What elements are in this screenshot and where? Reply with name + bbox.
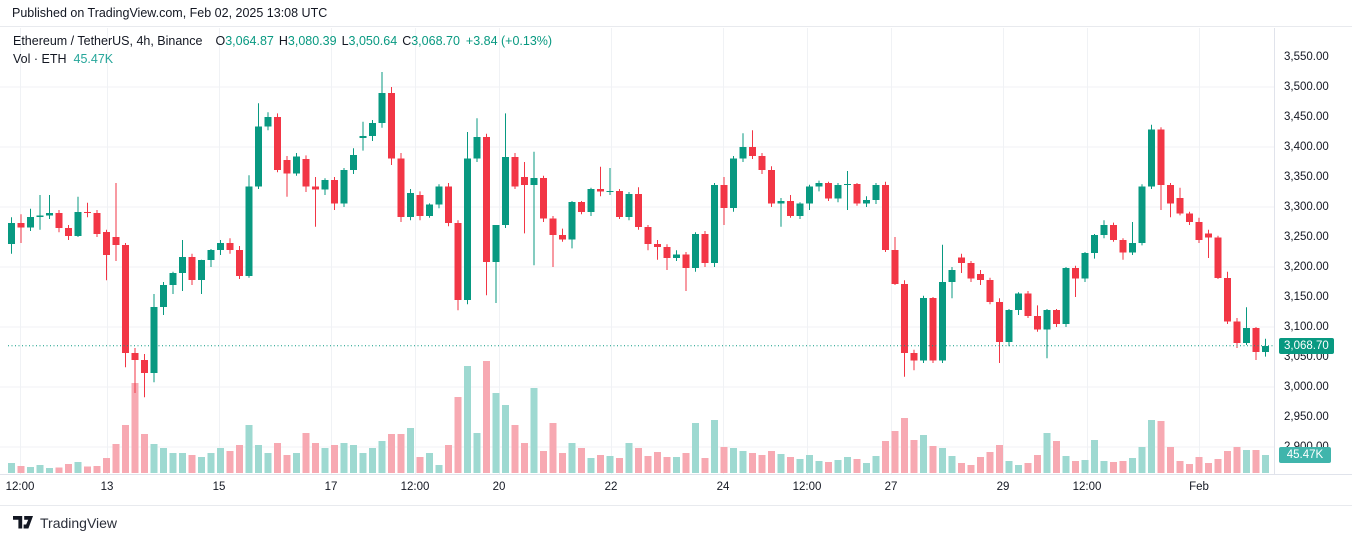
price-tick-label: 3,100.00 <box>1284 321 1329 333</box>
high-value: 3,080.39 <box>287 34 337 48</box>
price-tick-label: 3,200.00 <box>1284 261 1329 273</box>
price-tick-label: 3,050.00 <box>1284 351 1329 363</box>
published-banner: Published on TradingView.com, Feb 02, 20… <box>0 0 1352 27</box>
low-label: L <box>341 34 349 48</box>
time-tick-label: 27 <box>884 481 898 493</box>
price-tick-label: 3,400.00 <box>1284 141 1329 153</box>
price-tick-label: 3,500.00 <box>1284 81 1329 93</box>
time-tick-label: 20 <box>492 481 506 493</box>
price-tick-label: 3,150.00 <box>1284 291 1329 303</box>
time-tick-label: 12:00 <box>400 481 430 493</box>
low-value: 3,050.64 <box>348 34 398 48</box>
time-tick-label: 17 <box>324 481 338 493</box>
published-text: Published on TradingView.com, Feb 02, 20… <box>12 6 328 20</box>
high-label: H <box>278 34 288 48</box>
time-tick-label: 22 <box>604 481 618 493</box>
price-tick-label: 3,550.00 <box>1284 51 1329 63</box>
brand-name[interactable]: TradingView <box>40 515 118 531</box>
time-tick-label: 29 <box>996 481 1010 493</box>
time-tick-label: 13 <box>100 481 114 493</box>
price-tick-label: 3,250.00 <box>1284 231 1329 243</box>
change-value: +3.84 (+0.13%) <box>465 34 553 48</box>
volume-label: Vol · ETH <box>13 52 67 66</box>
price-tick-label: 3,450.00 <box>1284 111 1329 123</box>
price-tick-label: 3,000.00 <box>1284 381 1329 393</box>
legend-volume-row: Vol · ETH 45.47K <box>13 50 552 68</box>
legend-symbol-row: Ethereum / TetherUS, 4h, Binance O3,064.8… <box>13 32 552 50</box>
close-label: C <box>402 34 412 48</box>
open-label: O <box>215 34 226 48</box>
price-tick-label: 3,350.00 <box>1284 171 1329 183</box>
time-tick-label: 12:00 <box>792 481 822 493</box>
symbol-title[interactable]: Ethereum / TetherUS, 4h, Binance <box>13 34 203 48</box>
price-tick-label: 2,950.00 <box>1284 411 1329 423</box>
time-tick-label: 15 <box>212 481 226 493</box>
time-tick-label: 12:00 <box>5 481 35 493</box>
time-tick-label: 24 <box>716 481 730 493</box>
close-value: 3,068.70 <box>411 34 460 48</box>
time-tick-label: Feb <box>1189 481 1209 493</box>
current-price-badge: 3,068.70 <box>1279 337 1334 354</box>
footer-bar: TradingView <box>0 505 1352 538</box>
volume-value: 45.47K <box>73 52 114 66</box>
tradingview-logo-icon[interactable] <box>13 515 33 531</box>
chart-legend: Ethereum / TetherUS, 4h, Binance O3,064.8… <box>13 32 552 68</box>
time-tick-label: 12:00 <box>1072 481 1102 493</box>
current-volume-badge: 45.47K <box>1279 447 1331 463</box>
open-value: 3,064.87 <box>225 34 274 48</box>
price-tick-label: 3,300.00 <box>1284 201 1329 213</box>
